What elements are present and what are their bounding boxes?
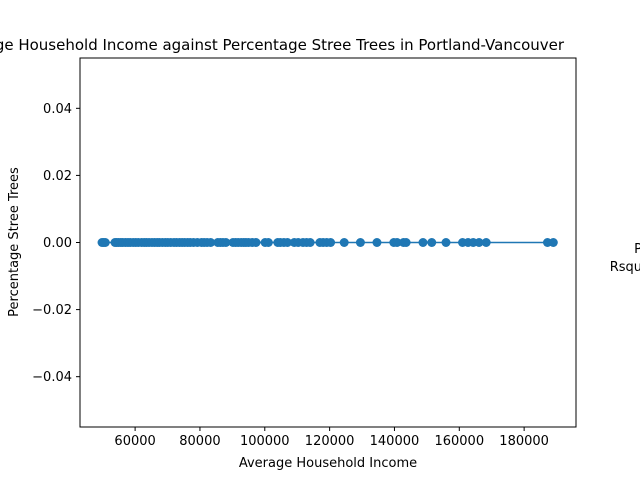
data-point xyxy=(326,238,336,247)
data-point xyxy=(392,238,402,247)
x-tick-label: 100000 xyxy=(240,434,290,449)
y-tick-label: 0.00 xyxy=(43,236,72,251)
data-point xyxy=(548,238,558,247)
data-point xyxy=(251,238,261,247)
x-axis: 60000 80000 100000 120000 140000 160000 180000 xyxy=(114,427,549,449)
y-tick-label: 0.02 xyxy=(43,169,72,184)
x-tick-label: 80000 xyxy=(179,434,220,449)
y-tick-label: −0.02 xyxy=(32,303,72,318)
y-tick-label: 0.04 xyxy=(43,102,72,117)
data-point xyxy=(481,238,491,247)
y-axis-label: Percentage Stree Trees xyxy=(7,167,22,317)
x-tick-label: 180000 xyxy=(499,434,549,449)
data-point xyxy=(427,238,437,247)
y-axis: 0.04 0.02 0.00 −0.02 −0.04 xyxy=(32,102,80,385)
chart-title: Average Household Income against Percent… xyxy=(0,36,565,54)
data-point xyxy=(221,238,231,247)
data-point xyxy=(339,238,349,247)
data-point xyxy=(401,238,411,247)
data-points-layer xyxy=(97,238,558,247)
data-point xyxy=(100,238,110,247)
data-point xyxy=(305,238,315,247)
x-tick-label: 140000 xyxy=(370,434,420,449)
data-point xyxy=(355,238,365,247)
data-point xyxy=(372,238,382,247)
x-tick-label: 160000 xyxy=(434,434,484,449)
data-point xyxy=(418,238,428,247)
annotation-line-1: P xyxy=(634,242,640,257)
data-point xyxy=(206,238,216,247)
annotation-line-2: Rsqu xyxy=(610,260,640,275)
x-tick-label: 60000 xyxy=(114,434,155,449)
data-point xyxy=(474,238,484,247)
data-point xyxy=(263,238,273,247)
x-tick-label: 120000 xyxy=(305,434,355,449)
y-tick-label: −0.04 xyxy=(32,370,72,385)
data-point xyxy=(282,238,292,247)
x-axis-label: Average Household Income xyxy=(239,456,417,471)
data-point xyxy=(441,238,451,247)
